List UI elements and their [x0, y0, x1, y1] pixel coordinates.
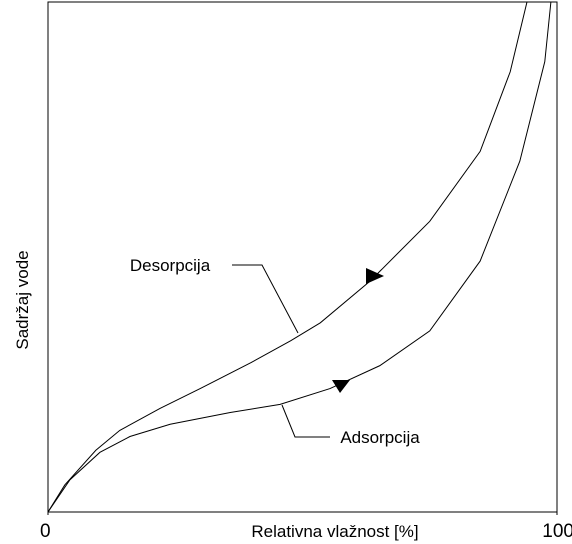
plot-frame: [47, 1, 558, 513]
y-axis-label: Sadržaj vode: [13, 250, 32, 349]
series-label: Desorpcija: [130, 256, 211, 275]
x-axis-label: Relativna vlažnost [%]: [251, 522, 418, 541]
leader-line: [281, 404, 330, 438]
series-line: [47, 1, 552, 513]
x-tick-label: 0: [40, 521, 51, 542]
x-tick-label: 100: [542, 521, 572, 542]
direction-arrow: [332, 380, 350, 393]
series-line: [47, 1, 528, 513]
leader-line: [232, 264, 299, 334]
series-label: Adsorpcija: [340, 428, 420, 447]
